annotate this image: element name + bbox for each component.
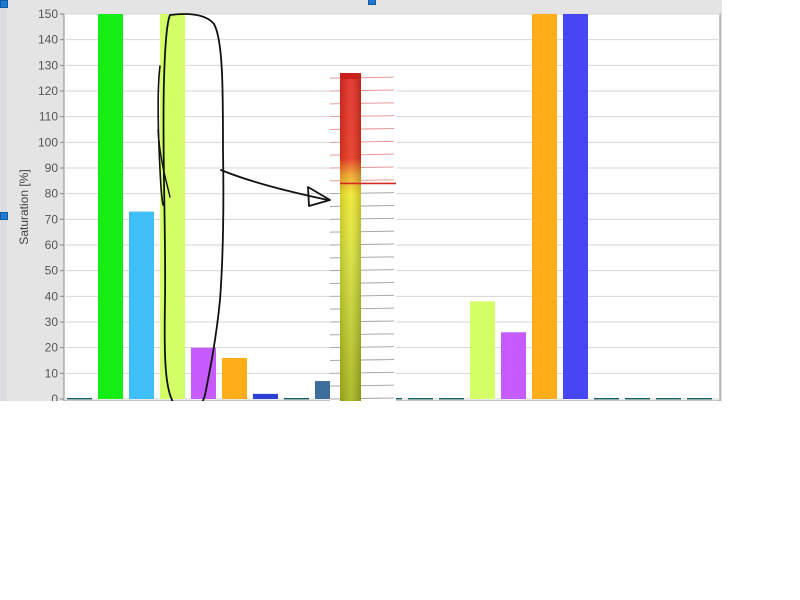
chart-frame: 0 10 20 30 40 50 60 70 80 90 100 110 120 130 140 150 Sa… [0,0,722,401]
bar-2 [98,14,123,399]
y-tick-label: 110 [39,110,58,124]
bar-16 [532,14,557,399]
y-tick-label: 70 [45,212,59,226]
bar-chart: 0 10 20 30 40 50 60 70 80 90 100 110 120 130 140 150 Sa… [17,7,721,401]
bar-1 [67,398,92,400]
y-tick-label: 10 [45,366,59,380]
bar-20 [656,398,681,400]
gauge-cap [340,73,361,80]
annotation-arrow-head [307,186,331,207]
bar-17 [563,14,588,399]
y-tick-label: 40 [45,289,59,303]
resize-handle-top-center[interactable] [368,0,376,5]
y-tick-label: 60 [45,238,59,252]
gauge-column-shading [340,73,361,401]
y-tick-label: 100 [38,135,58,149]
y-tick-label: 90 [45,161,59,175]
y-tick-label: 80 [45,187,59,201]
y-tick-label: 150 [38,7,58,21]
annotation-short-stroke [157,65,164,206]
y-tick-label: 140 [38,33,58,47]
y-tick-label: 50 [45,264,59,278]
y-axis-label: Saturation [%] [17,169,31,244]
resize-handle-top-left[interactable] [0,0,8,8]
annotation-loop [162,13,225,401]
panel-left-edge [0,0,7,401]
y-axis-ticks: 0 10 20 30 40 50 60 70 80 90 100 110 120 130 140 150 [38,7,64,401]
bar-15 [501,332,526,399]
bar-13 [439,398,464,400]
saturation-gauge [329,73,396,401]
y-tick-label: 0 [51,392,58,401]
gauge-background [330,73,396,401]
hand-drawn-annotation [157,13,331,401]
y-tick-label: 30 [45,315,59,329]
annotation-arrow-shaft [220,169,329,201]
bar-7 [253,393,278,399]
y-tick-label: 20 [45,341,59,355]
y-tick-label: 120 [38,84,58,98]
bar-18 [594,398,619,400]
bar-8 [284,398,309,400]
bar-21 [687,398,712,400]
bar-19 [625,398,650,400]
bar-3 [129,211,154,399]
y-tick-label: 130 [38,58,58,72]
resize-handle-middle-left[interactable] [0,212,8,220]
bar-14 [470,301,495,399]
bar-6 [222,357,247,399]
bar-12 [408,398,433,400]
